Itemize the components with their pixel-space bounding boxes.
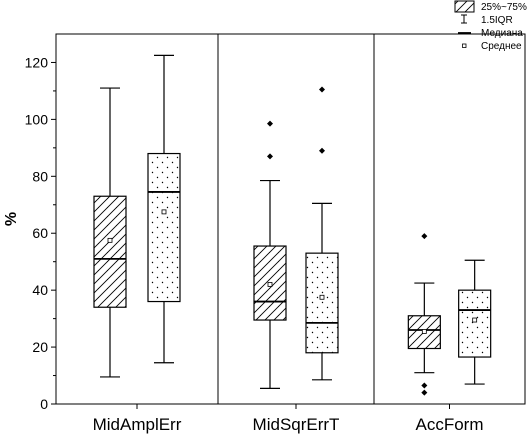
x-group-label: AccForm <box>416 415 484 434</box>
box-1 <box>147 54 181 364</box>
plot-frame <box>55 33 526 405</box>
mean-marker <box>107 237 113 243</box>
legend-box-swatch <box>454 0 475 13</box>
box-4 <box>407 233 441 396</box>
legend-label-mean: Среднее <box>481 41 522 52</box>
y-tick-label: 120 <box>25 54 49 70</box>
box-2 <box>253 120 287 389</box>
legend-label-whisker: 1.5IQR <box>481 15 513 26</box>
legend-whisker-swatch <box>461 14 467 24</box>
x-group-label: MidAmplErr <box>93 415 182 434</box>
legend: 25%~75% 1.5IQR Медиана Среднее <box>454 0 527 52</box>
iqr-box <box>253 245 287 321</box>
mean-marker <box>472 317 478 323</box>
y-tick-label: 40 <box>32 282 48 298</box>
outlier-point <box>421 382 428 389</box>
x-group-label: MidSqrErrT <box>253 415 340 434</box>
iqr-box <box>305 252 339 354</box>
iqr-box <box>93 195 127 308</box>
outlier-point <box>319 147 325 154</box>
outlier-point <box>267 120 273 127</box>
legend-label-box: 25%~75% <box>481 2 527 13</box>
outlier-point <box>319 86 325 93</box>
mean-marker <box>267 282 273 287</box>
outlier-point <box>421 233 428 240</box>
mean-marker <box>421 329 427 334</box>
mean-marker <box>319 294 325 300</box>
y-tick-label: 100 <box>25 111 49 127</box>
y-tick-label: 60 <box>32 225 48 241</box>
box-3 <box>305 86 339 381</box>
y-tick-label: 80 <box>32 168 48 184</box>
mean-marker <box>161 209 167 215</box>
y-axis: 0 20 40 60 80 100 120 <box>25 54 56 412</box>
y-tick-label: 0 <box>40 396 48 412</box>
plot-area: 0 20 40 60 80 100 120 MidAmplErr MidSqrErrT AccF… <box>25 33 526 434</box>
y-tick-label: 20 <box>32 339 48 355</box>
x-axis-labels: MidAmplErr MidSqrErrT AccForm <box>93 404 484 434</box>
y-axis-title: % <box>3 212 20 226</box>
outlier-point <box>421 389 428 396</box>
iqr-box <box>147 152 181 303</box>
box-0 <box>93 87 127 378</box>
legend-mean-swatch <box>462 43 467 48</box>
box-5 <box>458 259 492 385</box>
iqr-box <box>458 289 492 358</box>
legend-label-median: Медиана <box>481 28 523 39</box>
boxes <box>93 54 492 396</box>
outlier-point <box>267 153 273 160</box>
